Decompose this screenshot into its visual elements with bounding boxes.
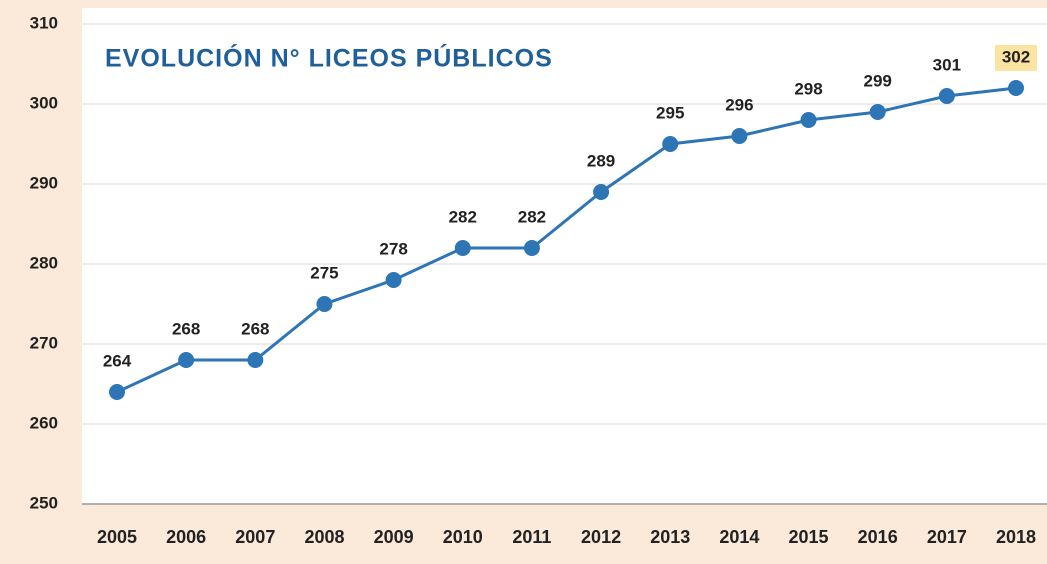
data-label: 298 xyxy=(794,79,822,98)
label-highlight xyxy=(995,45,1037,71)
x-tick-label: 2005 xyxy=(97,527,137,547)
x-tick-label: 2016 xyxy=(858,527,898,547)
marker xyxy=(869,104,886,120)
x-tick-label: 2010 xyxy=(443,527,483,547)
y-tick-label: 300 xyxy=(30,93,58,112)
marker xyxy=(1008,80,1024,96)
marker xyxy=(178,352,195,368)
x-tick-label: 2017 xyxy=(927,527,967,547)
marker xyxy=(938,88,955,104)
data-label: 268 xyxy=(172,319,200,338)
y-tick-label: 290 xyxy=(30,173,58,192)
data-label: 296 xyxy=(725,95,753,114)
data-label: 282 xyxy=(449,207,477,226)
data-label: 268 xyxy=(241,319,269,338)
y-tick-label: 310 xyxy=(30,13,58,32)
marker xyxy=(523,240,540,256)
y-tick-label: 270 xyxy=(30,333,58,352)
data-label: 275 xyxy=(310,263,338,282)
y-tick-label: 250 xyxy=(30,493,58,512)
x-tick-label: 2011 xyxy=(512,527,551,547)
data-label: 282 xyxy=(518,207,546,226)
marker xyxy=(385,272,402,288)
marker xyxy=(109,384,125,400)
x-tick-label: 2013 xyxy=(650,527,690,547)
y-tick-label: 260 xyxy=(30,413,58,432)
x-tick-label: 2007 xyxy=(235,527,275,547)
x-tick-label: 2014 xyxy=(719,527,759,547)
data-label: 299 xyxy=(864,71,892,90)
x-tick-label: 2018 xyxy=(996,527,1036,547)
x-tick-label: 2012 xyxy=(581,527,621,547)
marker xyxy=(454,240,471,256)
marker xyxy=(662,136,679,152)
chart-title: EVOLUCIÓN N° LICEOS PÚBLICOS xyxy=(105,43,553,73)
data-label: 301 xyxy=(933,55,961,74)
y-tick-label: 280 xyxy=(30,253,58,272)
data-label: 264 xyxy=(103,351,132,370)
marker xyxy=(800,112,817,128)
marker xyxy=(731,128,748,144)
x-tick-label: 2006 xyxy=(166,527,206,547)
marker xyxy=(593,184,610,200)
data-label: 278 xyxy=(379,239,407,258)
data-label: 302 xyxy=(1002,47,1030,66)
data-label: 289 xyxy=(587,151,615,170)
line xyxy=(116,86,1017,394)
x-tick-label: 2008 xyxy=(304,527,344,547)
marker xyxy=(316,296,333,312)
x-tick-label: 2009 xyxy=(374,527,414,547)
data-label: 295 xyxy=(656,103,684,122)
plot-area xyxy=(82,8,1047,504)
x-tick-label: 2015 xyxy=(789,527,829,547)
marker xyxy=(247,352,264,368)
